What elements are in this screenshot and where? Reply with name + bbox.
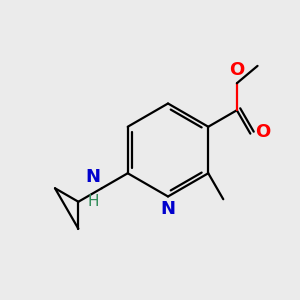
Text: H: H	[88, 194, 99, 209]
Text: O: O	[255, 123, 270, 141]
Text: O: O	[229, 61, 244, 79]
Text: N: N	[160, 200, 175, 218]
Text: N: N	[85, 168, 100, 186]
